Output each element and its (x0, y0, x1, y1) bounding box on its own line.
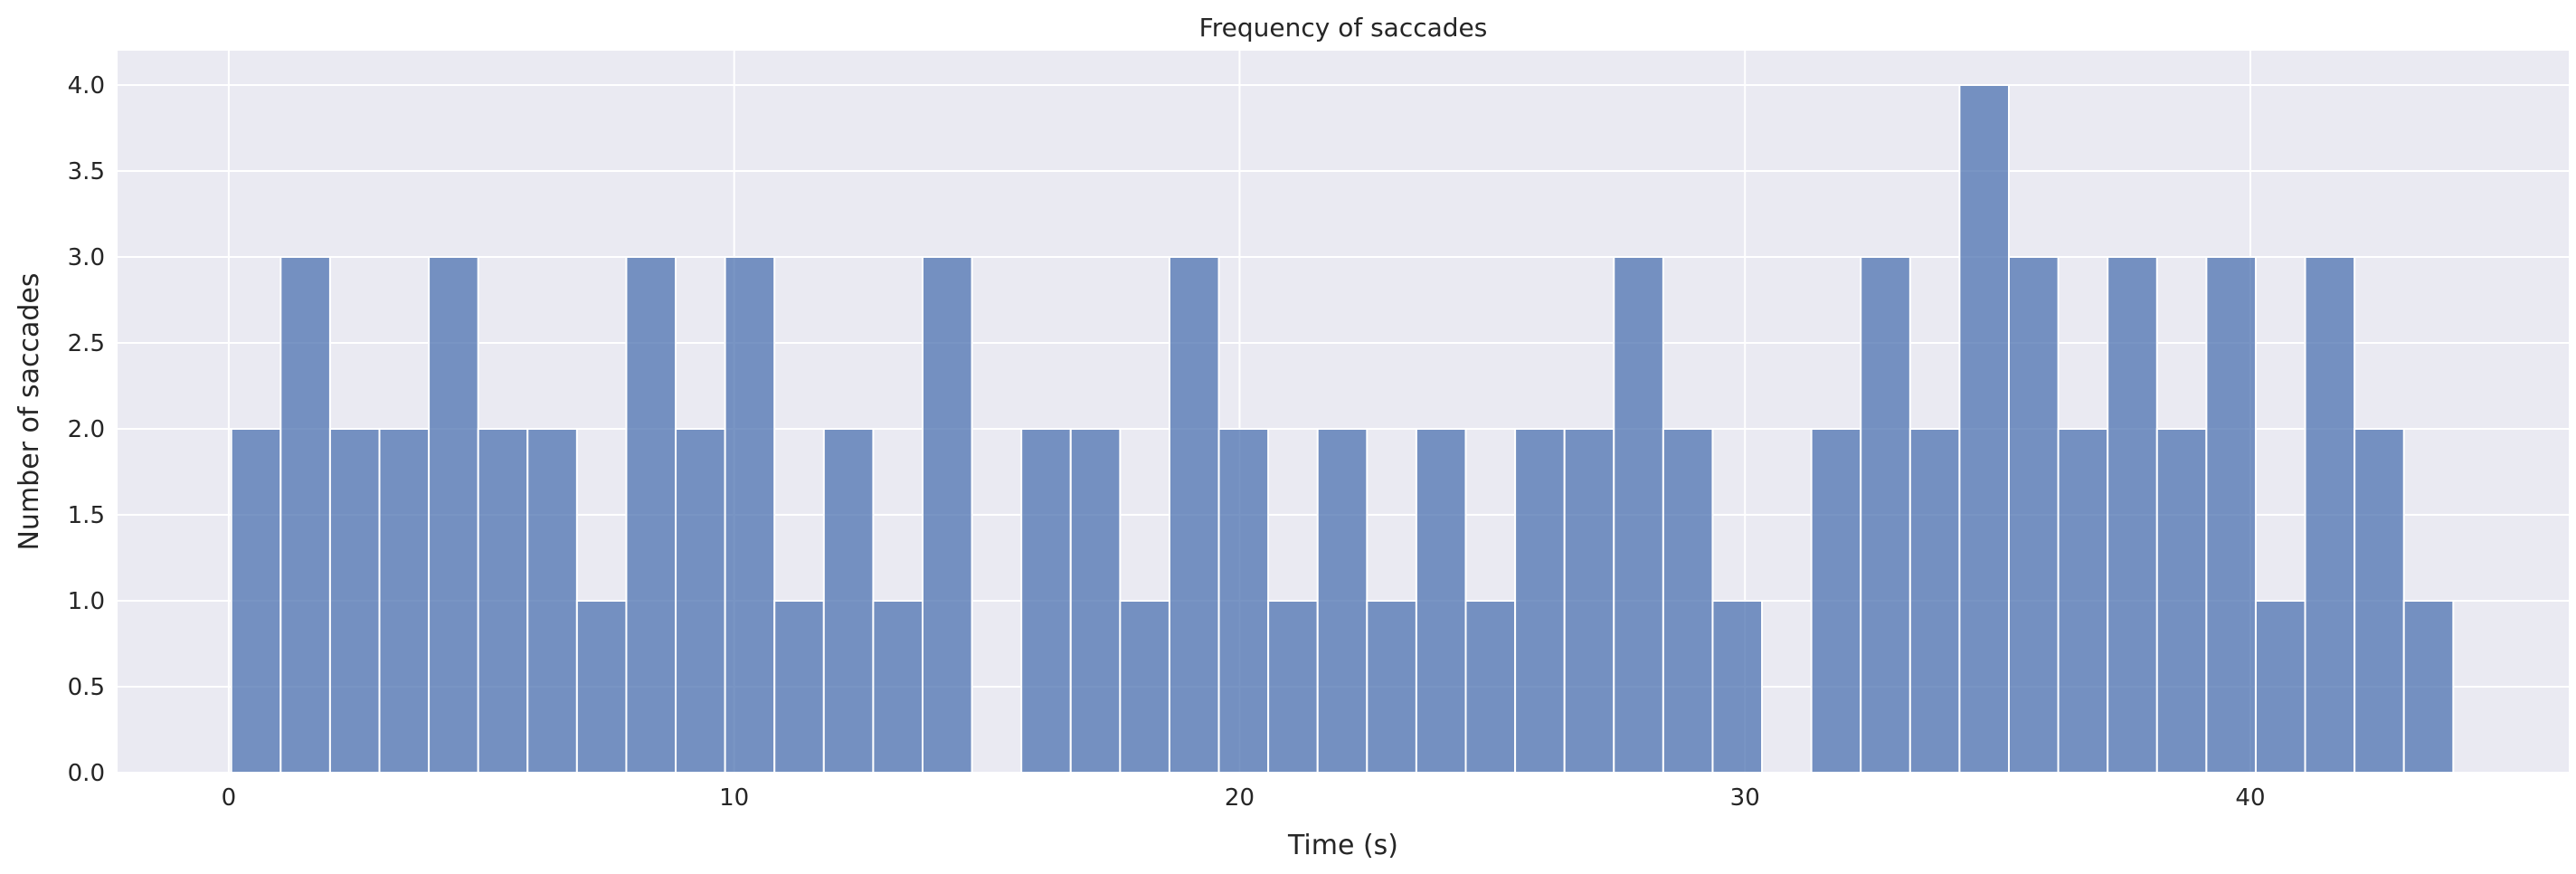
y-tick-label: 4.0 (68, 72, 105, 100)
histogram-bar (230, 428, 282, 774)
histogram-bar (378, 428, 431, 774)
x-tick-label: 30 (1730, 784, 1760, 812)
histogram-bar (724, 256, 776, 774)
x-axis-label: Time (s) (1287, 830, 1398, 861)
histogram-bar (2155, 428, 2208, 774)
y-axis-label: Number of saccades (14, 272, 45, 550)
histogram-bar (1415, 428, 1467, 774)
histogram-bar (822, 428, 875, 774)
histogram-bar (328, 428, 381, 774)
histogram-bar (2402, 600, 2455, 774)
y-tick-label: 1.0 (68, 588, 105, 615)
histogram-bar (1316, 428, 1368, 774)
y-tick-label: 0.0 (68, 760, 105, 787)
histogram-bar (1020, 428, 1072, 774)
histogram-bar (872, 600, 923, 774)
histogram-bar (1958, 84, 2011, 774)
histogram-bar (1168, 256, 1220, 774)
histogram-bar (1860, 256, 1911, 774)
histogram-bar (526, 428, 578, 774)
x-tick-labels: 0 10 20 30 40 (222, 784, 2266, 812)
histogram-bar (1563, 428, 1615, 774)
histogram-bar (2057, 428, 2109, 774)
y-tick-label: 3.5 (68, 158, 105, 185)
histogram-bar (2254, 600, 2306, 774)
histogram-bar (2008, 256, 2060, 774)
y-tick-label: 1.5 (68, 502, 105, 529)
histogram-bar (1514, 428, 1566, 774)
x-tick-label: 20 (1225, 784, 1255, 812)
x-tick-label: 40 (2235, 784, 2265, 812)
histogram-bar (575, 600, 628, 774)
histogram-bar (1464, 600, 1517, 774)
x-tick-label: 10 (719, 784, 749, 812)
x-tick-label: 0 (222, 784, 237, 812)
histogram-bar (1119, 600, 1170, 774)
histogram-bar (1908, 428, 1961, 774)
histogram-bar (1217, 428, 1270, 774)
y-tick-label: 2.5 (68, 330, 105, 357)
histogram-bar (477, 428, 529, 774)
histogram-bar (1069, 428, 1122, 774)
y-tick-label: 0.5 (68, 674, 105, 701)
histogram-bar (1613, 256, 1664, 774)
histogram-bar (2107, 256, 2158, 774)
histogram-bar (2353, 428, 2405, 774)
histogram-bar (2205, 256, 2257, 774)
histogram-bar (675, 428, 726, 774)
histogram-bar (1711, 600, 1764, 774)
y-tick-label: 2.0 (68, 416, 105, 443)
histogram-bar (921, 256, 973, 774)
histogram-bar (1810, 428, 1862, 774)
histogram-bar (428, 256, 479, 774)
histogram-bar (2304, 256, 2356, 774)
histogram-bar (1662, 428, 1714, 774)
y-tick-label: 3.0 (68, 244, 105, 271)
histogram-bar (625, 256, 677, 774)
histogram-bar (773, 600, 825, 774)
histogram-bars (230, 84, 2455, 774)
y-tick-labels: 0.0 0.5 1.0 1.5 2.0 2.5 3.0 3.5 4.0 (68, 72, 105, 787)
histogram-bar (279, 256, 331, 774)
histogram-bar (1267, 600, 1319, 774)
histogram-bar (1366, 600, 1417, 774)
chart-title: Frequency of saccades (1199, 13, 1488, 43)
